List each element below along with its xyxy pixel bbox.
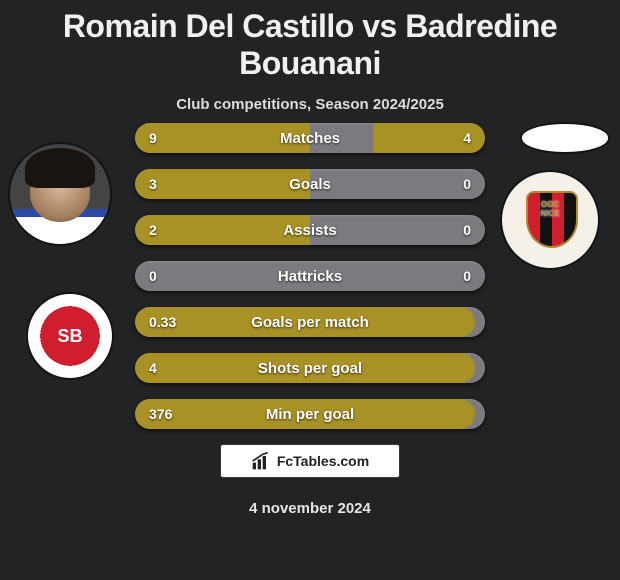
stat-row: Hattricks00: [135, 258, 485, 294]
stat-bar-track: [135, 353, 485, 383]
chart-icon: [251, 451, 271, 471]
player1-avatar: [8, 142, 112, 246]
stat-row: Goals per match0.33: [135, 304, 485, 340]
player1-club-badge: [26, 292, 114, 380]
player2-club-badge: [500, 170, 600, 270]
stat-bar-left: [135, 399, 475, 429]
stat-value-left: 2: [149, 212, 157, 248]
page-title: Romain Del Castillo vs Badredine Bouanan…: [0, 0, 620, 82]
stat-value-right: 0: [463, 212, 471, 248]
date-label: 4 november 2024: [0, 500, 620, 517]
stats-chart: Matches94Goals30Assists20Hattricks00Goal…: [135, 120, 485, 442]
stat-value-left: 3: [149, 166, 157, 202]
player2-avatar: [520, 122, 610, 154]
stat-row: Assists20: [135, 212, 485, 248]
stat-row: Matches94: [135, 120, 485, 156]
stat-value-left: 9: [149, 120, 157, 156]
stat-bar-left: [135, 307, 475, 337]
stat-bar-track: [135, 215, 485, 245]
stat-bar-left: [135, 169, 310, 199]
stat-value-right: 0: [463, 258, 471, 294]
stat-bar-track: [135, 169, 485, 199]
stat-row: Shots per goal4: [135, 350, 485, 386]
stat-value-left: 4: [149, 350, 157, 386]
stat-bar-track: [135, 261, 485, 291]
stat-bar-track: [135, 123, 485, 153]
brand-text: FcTables.com: [277, 453, 369, 469]
stat-bar-track: [135, 307, 485, 337]
stat-value-left: 0.33: [149, 304, 176, 340]
subtitle: Club competitions, Season 2024/2025: [0, 96, 620, 113]
stat-value-left: 0: [149, 258, 157, 294]
stat-bar-left: [135, 215, 310, 245]
stat-row: Goals30: [135, 166, 485, 202]
stat-value-right: 0: [463, 166, 471, 202]
stat-value-right: 4: [463, 120, 471, 156]
brand-badge: FcTables.com: [220, 444, 400, 478]
stat-row: Min per goal376: [135, 396, 485, 432]
stat-bar-left: [135, 123, 310, 153]
stat-value-left: 376: [149, 396, 172, 432]
stat-bar-track: [135, 399, 485, 429]
stat-bar-left: [135, 353, 475, 383]
